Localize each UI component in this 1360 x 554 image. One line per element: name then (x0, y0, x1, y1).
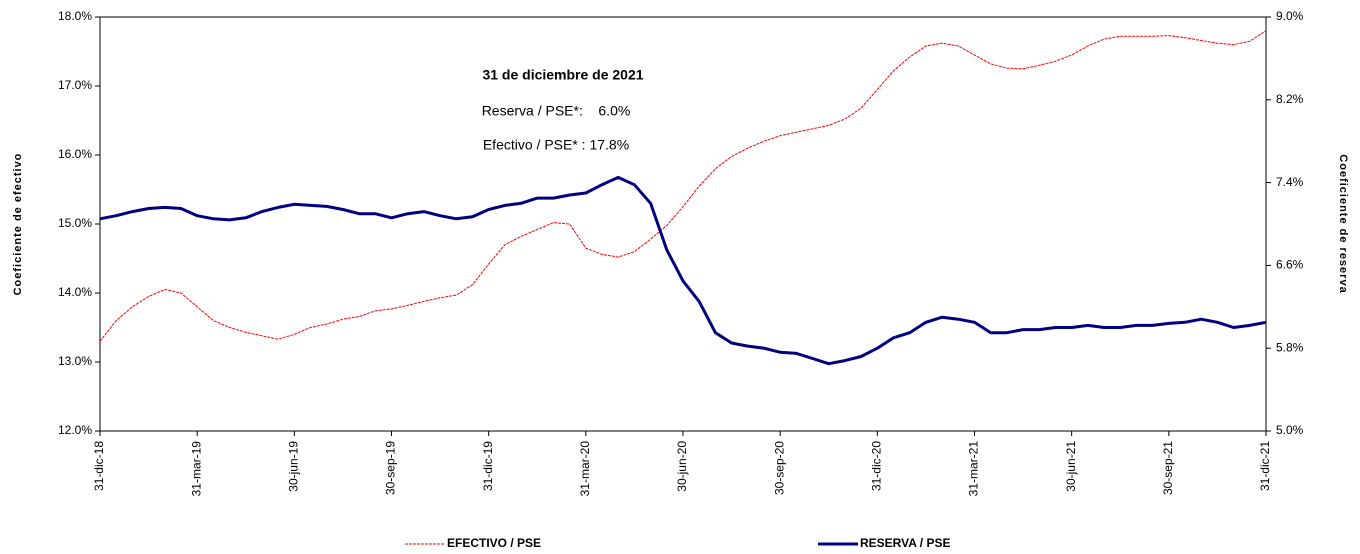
x-tick-label: 30-jun-19 (287, 441, 301, 492)
x-tick-label: 30-sep-21 (1161, 441, 1175, 495)
y-tick-label: 12.0% (58, 423, 92, 437)
y-axis-title: Coeficiente de efectivo (12, 153, 24, 296)
legend-label: RESERVA / PSE (860, 536, 950, 550)
annotation: Efectivo / PSE* : 17.8% (483, 137, 629, 153)
series-line (99, 175, 1267, 366)
y2-tick-label: 5.0% (1276, 423, 1304, 437)
y-tick-label: 17.0% (58, 78, 92, 92)
y-tick-label: 14.0% (58, 285, 92, 299)
x-tick-label: 31-mar-21 (967, 441, 981, 497)
x-tick-label: 31-dic-18 (92, 441, 106, 491)
plot-area (99, 16, 1267, 432)
legend-label: EFECTIVO / PSE (447, 536, 541, 550)
annotation: Reserva / PSE*: 6.0% (482, 103, 631, 119)
x-tick-label: 30-sep-19 (384, 441, 398, 495)
x-tick-label: 31-dic-20 (870, 441, 884, 491)
y-tick-label: 13.0% (58, 354, 92, 368)
annotation: 31 de diciembre de 2021 (482, 67, 643, 83)
y-tick-label: 15.0% (58, 216, 92, 230)
y2-tick-label: 9.0% (1276, 9, 1304, 23)
y-tick-label: 16.0% (58, 147, 92, 161)
x-tick-label: 31-mar-20 (578, 441, 592, 497)
series-line (99, 30, 1267, 342)
y2-axis-title: Coeficiente de reserva (1337, 154, 1349, 293)
x-tick-label: 31-dic-19 (481, 441, 495, 491)
x-tick-label: 31-dic-21 (1258, 441, 1272, 491)
x-tick-label: 30-jun-21 (1064, 441, 1078, 492)
y2-tick-label: 5.8% (1276, 340, 1304, 354)
y2-tick-label: 7.4% (1276, 175, 1304, 189)
x-tick-label: 30-sep-20 (772, 441, 786, 495)
y-tick-label: 18.0% (58, 9, 92, 23)
x-tick-label: 31-mar-19 (189, 441, 203, 497)
x-tick-label: 30-jun-20 (675, 441, 689, 492)
y2-tick-label: 6.6% (1276, 258, 1304, 272)
y2-tick-label: 8.2% (1276, 92, 1304, 106)
